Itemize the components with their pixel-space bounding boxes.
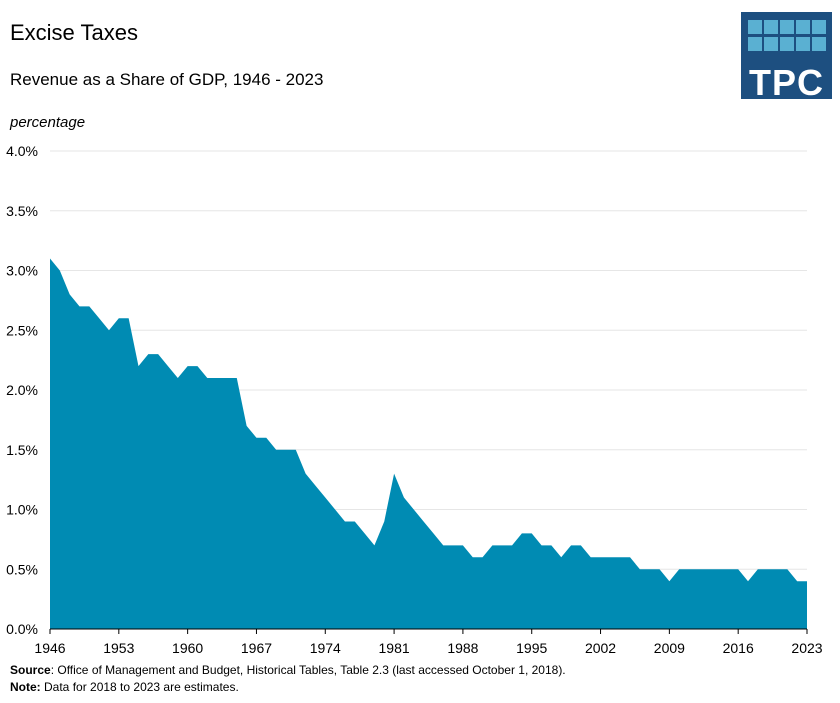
- area-series: [50, 258, 807, 629]
- note-label: Note:: [10, 680, 41, 694]
- logo-text: TPC: [749, 62, 824, 103]
- y-tick-label: 2.0%: [6, 382, 38, 398]
- y-tick-label: 4.0%: [6, 143, 38, 159]
- x-tick-label: 1974: [310, 640, 341, 656]
- y-tick-label: 0.0%: [6, 621, 38, 637]
- x-tick-label: 1946: [34, 640, 65, 656]
- note-line: Note: Data for 2018 to 2023 are estimate…: [10, 680, 239, 694]
- x-tick-label: 2002: [585, 640, 616, 656]
- source-label: Source: [10, 663, 51, 677]
- y-tick-label: 2.5%: [6, 322, 38, 338]
- x-axis-ticks: 1946 1953 1960 1967 1974 1981 1988 1995 2002 2009…: [34, 628, 823, 656]
- y-tick-label: 1.0%: [6, 502, 38, 518]
- x-tick-label: 1953: [103, 640, 134, 656]
- x-tick-label: 2009: [654, 640, 685, 656]
- tpc-logo: TPC: [741, 12, 832, 103]
- x-tick-label: 2016: [723, 640, 754, 656]
- y-tick-label: 3.5%: [6, 203, 38, 219]
- source-text: : Office of Management and Budget, Histo…: [50, 663, 566, 677]
- note-text: Data for 2018 to 2023 are estimates.: [40, 680, 239, 694]
- y-tick-label: 0.5%: [6, 561, 38, 577]
- x-tick-label: 1967: [241, 640, 272, 656]
- y-tick-label: 1.5%: [6, 442, 38, 458]
- y-tick-label: 3.0%: [6, 263, 38, 279]
- chart-title: Excise Taxes: [10, 20, 138, 45]
- x-tick-label: 1981: [379, 640, 410, 656]
- area-chart: 0.0% 0.5% 1.0% 1.5% 2.0% 2.5% 3.0% 3.5% 4.0% 194…: [6, 143, 823, 656]
- x-tick-label: 1988: [447, 640, 478, 656]
- source-line: Source: Office of Management and Budget,…: [10, 663, 566, 677]
- x-tick-label: 2023: [791, 640, 822, 656]
- x-tick-label: 1960: [172, 640, 203, 656]
- series-area: [50, 258, 807, 629]
- y-unit-label: percentage: [10, 114, 86, 131]
- chart-subtitle: Revenue as a Share of GDP, 1946 - 2023: [10, 70, 324, 89]
- x-tick-label: 1995: [516, 640, 547, 656]
- y-axis-ticks: 0.0% 0.5% 1.0% 1.5% 2.0% 2.5% 3.0% 3.5% 4.0%: [6, 143, 38, 637]
